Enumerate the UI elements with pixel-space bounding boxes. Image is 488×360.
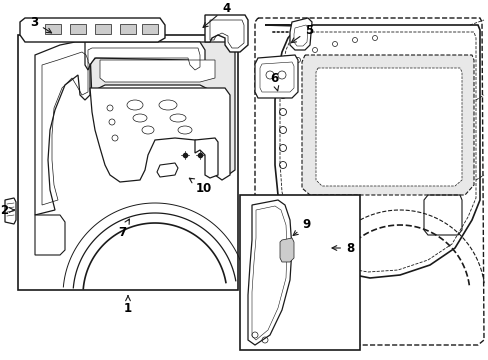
- Text: 3: 3: [30, 15, 51, 33]
- Polygon shape: [204, 15, 247, 52]
- Bar: [240, 195, 359, 350]
- Polygon shape: [20, 18, 164, 42]
- Text: 7: 7: [118, 219, 129, 238]
- Polygon shape: [247, 200, 291, 345]
- Polygon shape: [302, 55, 473, 195]
- Text: 4: 4: [203, 1, 230, 27]
- Polygon shape: [264, 25, 479, 278]
- Polygon shape: [5, 198, 16, 224]
- Text: 1: 1: [123, 296, 132, 315]
- Polygon shape: [195, 138, 218, 178]
- Text: 2: 2: [0, 203, 14, 216]
- Polygon shape: [90, 88, 229, 182]
- Polygon shape: [289, 18, 311, 50]
- Bar: [142, 24, 158, 34]
- Polygon shape: [88, 42, 235, 175]
- Bar: [45, 24, 61, 34]
- Polygon shape: [35, 42, 90, 215]
- Bar: [120, 24, 136, 34]
- Polygon shape: [35, 215, 65, 255]
- Bar: [18, 35, 238, 290]
- Text: 9: 9: [292, 219, 309, 235]
- Text: 10: 10: [189, 178, 212, 194]
- Text: 5: 5: [291, 23, 313, 43]
- Text: 6: 6: [269, 72, 278, 91]
- Polygon shape: [157, 163, 178, 177]
- Text: 8: 8: [331, 242, 353, 255]
- Polygon shape: [315, 68, 461, 186]
- Polygon shape: [85, 42, 204, 75]
- Bar: [95, 24, 111, 34]
- Polygon shape: [100, 60, 215, 82]
- Bar: [70, 24, 86, 34]
- Polygon shape: [280, 238, 293, 262]
- Polygon shape: [254, 55, 297, 98]
- Polygon shape: [254, 18, 483, 345]
